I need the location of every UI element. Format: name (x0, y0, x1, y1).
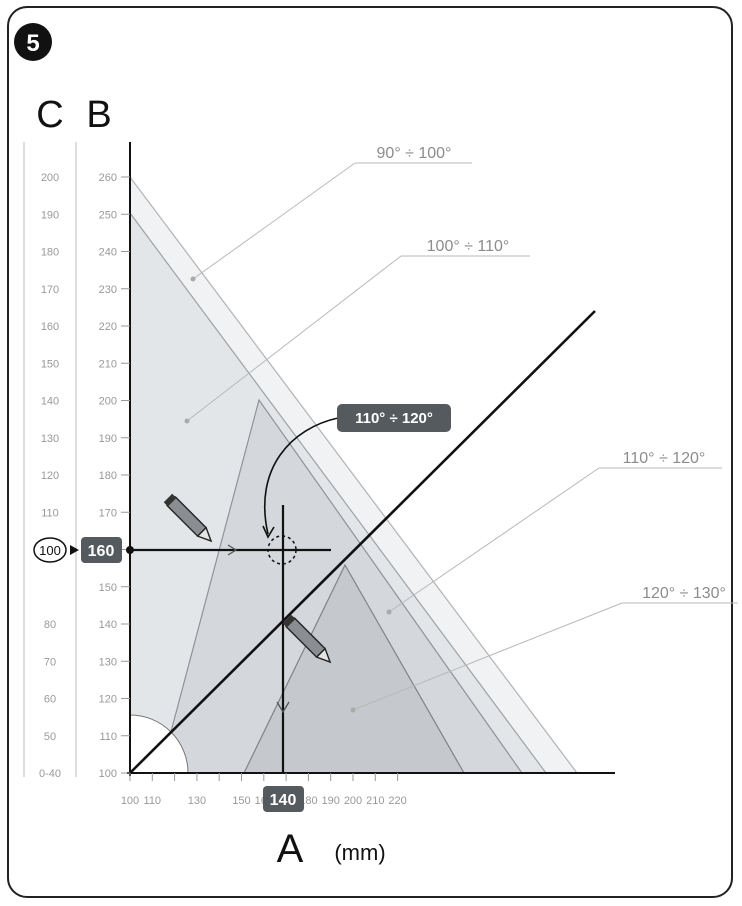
b-tick-label: 210 (99, 358, 117, 370)
zone-label-100-110: 100° ÷ 110° (427, 238, 510, 255)
diagonal-reference-line (129, 310, 596, 774)
b-tick-label: 100 (99, 768, 117, 780)
a-tick-label: 110 (144, 795, 162, 807)
a-tick-label: 220 (388, 795, 406, 807)
c-tick-label: 110 (41, 507, 59, 519)
b-tick-label: 260 (99, 172, 117, 184)
a-value-text: 140 (270, 792, 297, 809)
b-tick-label: 200 (99, 396, 117, 408)
vertical-direction-arrow (276, 701, 290, 714)
b-value-text: 160 (88, 543, 115, 560)
a-tick-label: 130 (188, 795, 206, 807)
c-tick-label: 120 (41, 470, 59, 482)
c-tick-label: 200 (41, 172, 59, 184)
b-axis-start-dot (126, 546, 134, 554)
highlight-pointer-arrowhead (262, 525, 275, 539)
leader-line-100-110 (186, 255, 402, 422)
highlight-box-label: 110° ÷ 120° (355, 410, 433, 427)
horizontal-direction-arrow (227, 544, 238, 556)
intersection-dashed-circle (267, 535, 297, 565)
figure-number: 5 (26, 30, 39, 57)
leader-line-120-130 (352, 602, 623, 711)
b-tick-label: 170 (99, 507, 117, 519)
b-tick-label: 220 (99, 321, 117, 333)
c-tick-label: 60 (44, 694, 56, 706)
leader-line-110-120 (388, 467, 600, 613)
leader-dot-100-110 (184, 418, 190, 424)
a-tick-label: 100 (121, 795, 139, 807)
c-tick-label: 180 (41, 247, 59, 259)
b-tick-label: 250 (99, 209, 117, 221)
pencil-icon (163, 493, 213, 543)
zone-label-110-120: 110° ÷ 120° (623, 450, 706, 467)
b-tick-label: 130 (99, 656, 117, 668)
b-tick-label: 110 (99, 731, 117, 743)
b-axis-letter: B (86, 94, 111, 136)
b-axis-ticks: 1001101201301401501601701801902002102202… (99, 172, 130, 780)
a-axis-unit: (mm) (334, 840, 385, 865)
b-value-box (81, 537, 122, 563)
c-tick-label: 0-40 (39, 768, 61, 780)
c-tick-label: 50 (44, 731, 56, 743)
a-tick-label: 210 (366, 795, 384, 807)
highlight-box (337, 404, 451, 432)
b-tick-label: 120 (99, 694, 117, 706)
highlight-pointer-arrow (263, 417, 339, 535)
pencil-icon (282, 614, 332, 664)
c-axis-ticks: 0-40 50 60 70 80 100 110 120 130 140 150 160 170 180 1… (39, 172, 61, 780)
c-tick-label: 150 (41, 358, 59, 370)
a-tick-label: 200 (344, 795, 362, 807)
c-value-text: 100 (39, 543, 61, 558)
a-tick-label: 190 (322, 795, 340, 807)
b-tick-label: 240 (99, 247, 117, 259)
c-tick-label: 80 (44, 619, 56, 631)
leader-line-90-100 (192, 162, 356, 280)
b-tick-label: 140 (99, 619, 117, 631)
zone-label-120-130: 120° ÷ 130° (642, 585, 726, 602)
c-tick-label: 70 (44, 656, 56, 668)
b-tick-label: 150 (99, 582, 117, 594)
leader-dot-110-120 (386, 609, 392, 615)
c-to-b-arrow (70, 545, 79, 555)
c-tick-label: 190 (41, 209, 59, 221)
b-tick-label: 230 (99, 284, 117, 296)
a-value-box (263, 786, 304, 812)
c-tick-label: 170 (41, 284, 59, 296)
a-axis-letter: A (277, 827, 304, 871)
c-tick-label: 140 (41, 396, 59, 408)
b-tick-label: 190 (99, 433, 117, 445)
c-axis-letter: C (36, 94, 63, 136)
c-value-marker (33, 537, 67, 563)
zone-label-90-100: 90° ÷ 100° (377, 145, 452, 162)
figure-frame (7, 6, 733, 898)
c-tick-label: 160 (41, 321, 59, 333)
figure-number-badge (14, 23, 52, 61)
a-tick-label: 150 (232, 795, 250, 807)
leader-dot-120-130 (350, 707, 356, 713)
c-tick-label: 130 (41, 433, 59, 445)
leader-dot-90-100 (190, 276, 196, 282)
b-tick-label: 180 (99, 470, 117, 482)
